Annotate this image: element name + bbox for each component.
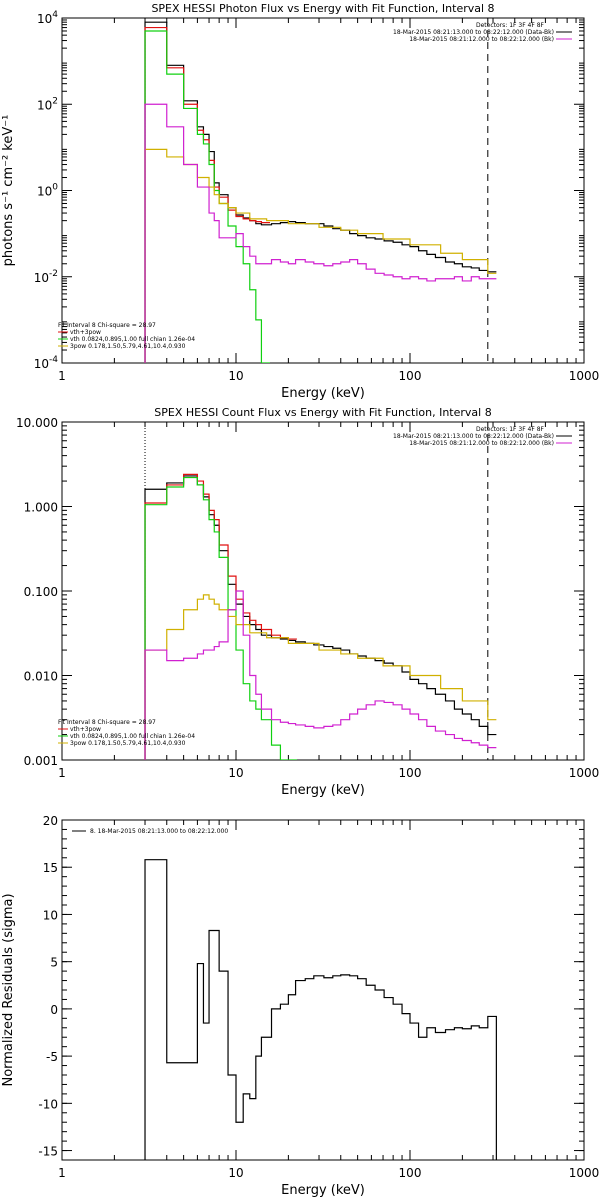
- legend-entry-label: 18-Mar-2015 08:21:13.000 to 08:22:12.000…: [393, 433, 554, 440]
- fit-legend-header: Fit Interval 8 Chi-square = 28.97: [58, 719, 156, 726]
- x-tick-label: 100: [399, 369, 422, 383]
- y-tick-label: 10-2: [34, 269, 58, 285]
- y-tick-label: 5: [50, 956, 58, 970]
- x-tick-label: 100: [399, 1166, 422, 1180]
- y-tick-label: 0: [50, 1003, 58, 1017]
- x-axis-label: Energy (keV): [281, 386, 365, 401]
- x-tick-label: 10: [228, 1166, 243, 1180]
- y-tick-label: -5: [46, 1050, 58, 1064]
- legend-entry-label: 18-Mar-2015 08:21:12.000 to 08:22:12.000…: [409, 440, 554, 447]
- y-tick-label: -10: [38, 1097, 58, 1111]
- series-line-0: [144, 475, 497, 760]
- chart-title: SPEX HESSI Photon Flux vs Energy with Fi…: [151, 2, 494, 15]
- plot-frame: [61, 421, 585, 761]
- x-tick-label: 1000: [569, 369, 600, 383]
- x-tick-label: 1: [58, 369, 66, 383]
- legend-header: Detectors: 1F 3F 4F 8F: [476, 22, 545, 29]
- chart-title: SPEX HESSI Count Flux vs Energy with Fit…: [154, 406, 491, 419]
- fit-legend-label: vth+3pow: [70, 329, 101, 336]
- series-line-4: [144, 590, 497, 760]
- y-tick-label: 0.010: [24, 670, 58, 684]
- x-tick-label: 1000: [569, 766, 600, 780]
- fit-legend-label: 3pow 0.178,1.50,5.79,4.61,10.4,0.930: [70, 740, 186, 747]
- series-line-2: [144, 476, 297, 760]
- y-axis-label: photons s⁻¹ cm⁻² keV⁻¹: [1, 115, 16, 267]
- x-axis-label: Energy (keV): [281, 783, 365, 798]
- series-line-0: [144, 21, 497, 363]
- y-axis-label: Normalized Residuals (sigma): [1, 893, 16, 1086]
- series-line-0: [144, 859, 497, 1160]
- y-tick-label: 100: [37, 183, 58, 199]
- series-line-3: [144, 594, 497, 760]
- residuals-panel: 1 10 100 1000 Energy (keV) -15 -10 -5 0 5 10 15 20 No…: [1, 814, 599, 1198]
- fit-legend-label: vth 0.0824,0.895,1.00 full chian 1.26e-0…: [70, 733, 195, 740]
- fit-legend-label: 3pow 0.178,1.50,5.79,4.61,10.4,0.930: [70, 343, 186, 350]
- y-tick-label: 10: [43, 908, 58, 922]
- fit-legend-header: Fit Interval 8 Chi-square = 28.97: [58, 322, 156, 329]
- x-tick-label: 10: [228, 766, 243, 780]
- plot-frame: [61, 819, 585, 1161]
- plot-frame: [61, 17, 585, 364]
- series-line-1: [144, 473, 297, 760]
- count-flux-panel: SPEX HESSI Count Flux vs Energy with Fit…: [16, 406, 599, 798]
- y-tick-label: 102: [37, 96, 58, 112]
- x-tick-label: 1000: [569, 1166, 600, 1180]
- fit-legend-label: vth+3pow: [70, 726, 101, 733]
- photon-flux-panel: SPEX HESSI Photon Flux vs Energy with Fi…: [1, 2, 599, 401]
- x-tick-label: 10: [228, 369, 243, 383]
- series-line-1: [144, 26, 270, 363]
- series-line-2: [144, 30, 270, 363]
- fit-legend-label: vth 0.0824,0.895,1.00 full chian 1.26e-0…: [70, 336, 195, 343]
- legend-entry-label: 8. 18-Mar-2015 08:21:13.000 to 08:22:12.…: [90, 828, 228, 835]
- x-axis-label: Energy (keV): [281, 1183, 365, 1198]
- legend-entry-label: 18-Mar-2015 08:21:13.000 to 08:22:12.000…: [393, 29, 554, 36]
- y-tick-label: 20: [43, 814, 58, 828]
- series-line-4: [144, 103, 497, 363]
- y-tick-label: -15: [38, 1145, 58, 1159]
- x-tick-label: 1: [58, 1166, 66, 1180]
- y-tick-label: 10.000: [16, 416, 58, 430]
- y-tick-label: 10-4: [34, 355, 59, 371]
- y-tick-label: 0.001: [24, 754, 58, 768]
- y-tick-label: 104: [37, 10, 58, 26]
- y-tick-label: 15: [43, 861, 58, 875]
- x-tick-label: 100: [399, 766, 422, 780]
- legend-header: Detectors: 1F 3F 4F 8F: [476, 426, 545, 433]
- x-tick-label: 1: [58, 766, 66, 780]
- legend-entry-label: 18-Mar-2015 08:21:12.000 to 08:22:12.000…: [409, 36, 554, 43]
- y-tick-label: 0.100: [24, 585, 58, 599]
- y-tick-label: 1.000: [24, 501, 58, 515]
